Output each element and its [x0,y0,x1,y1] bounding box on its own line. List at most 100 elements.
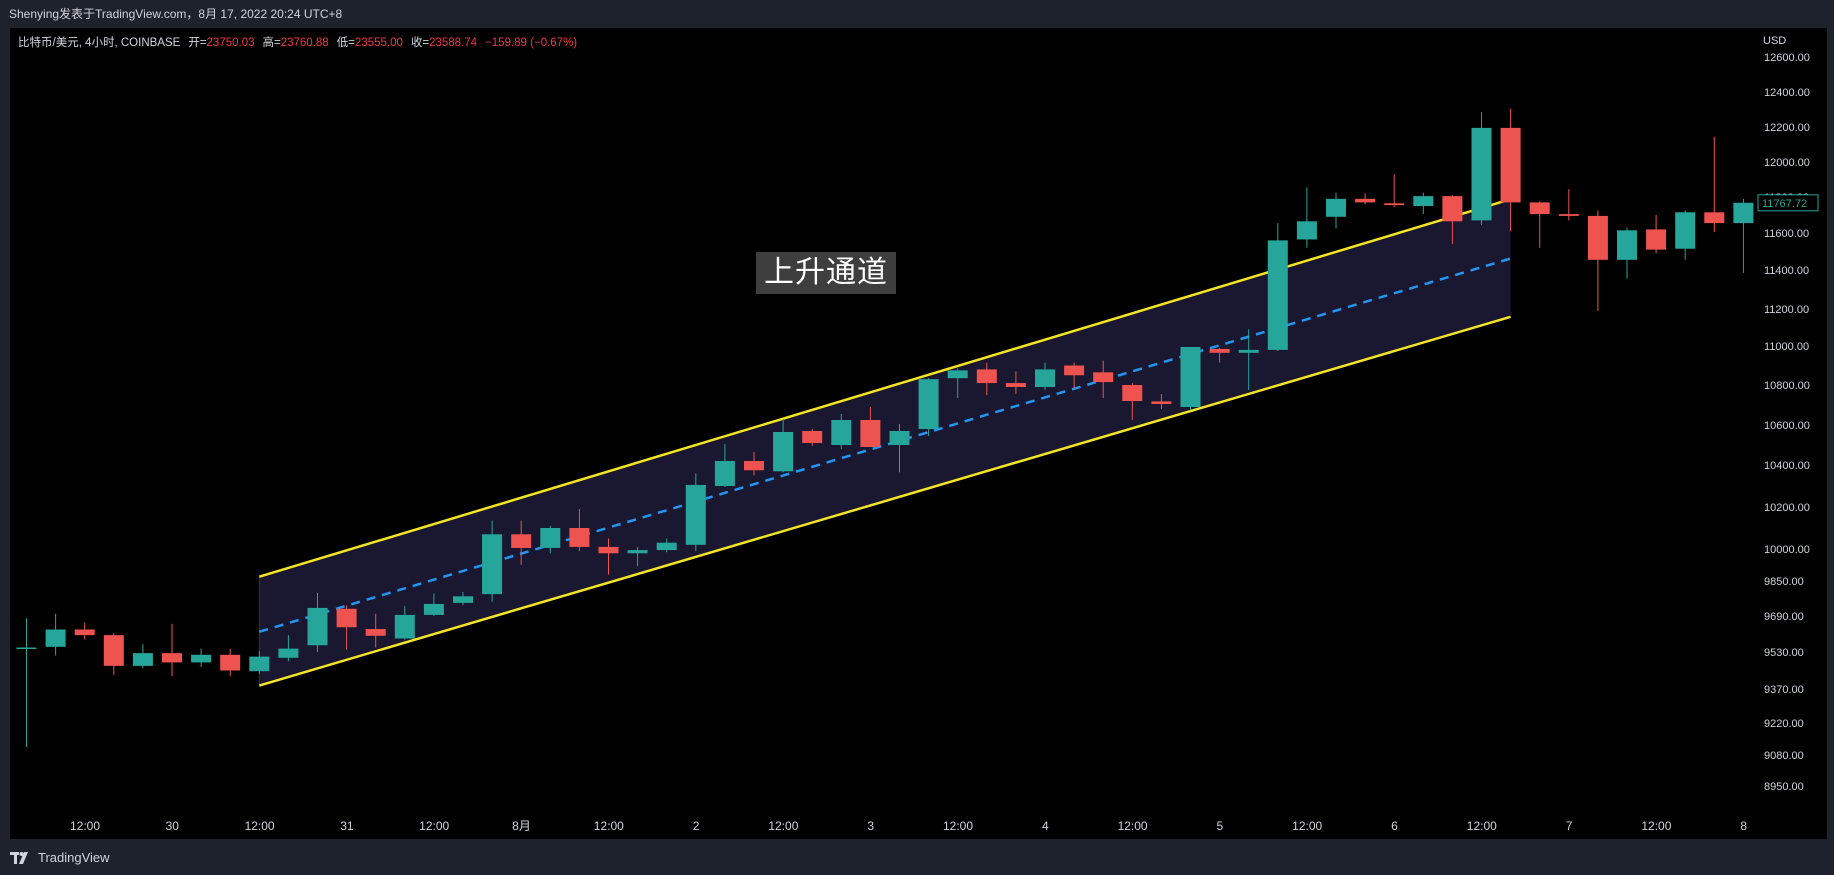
candle-body [278,648,299,658]
candle-body [423,603,444,615]
candle-body [1151,401,1172,404]
candle-body [1617,230,1637,260]
price-tick-label: 10600.00 [1764,420,1810,432]
time-tick-label: 12:00 [1467,819,1497,833]
price-tick-label: 11600.00 [1764,228,1809,240]
candle-body [947,370,968,379]
candle-body [1675,212,1696,249]
candle [423,593,444,616]
candle-body [714,461,735,486]
brand-name[interactable]: TradingView [38,850,110,865]
low-label: 低= [336,37,355,49]
high-label: 高= [262,37,281,49]
price-tick-label: 10800.00 [1764,380,1810,392]
candle-body [1209,348,1230,353]
price-axis: 12600.0012400.0012200.0012000.0011800.00… [1757,52,1819,793]
time-tick-label: 12:00 [70,819,100,833]
candle-body [1646,229,1667,250]
candle [598,538,619,575]
candle-body [511,534,532,548]
open-label: 开= [188,37,207,49]
candle-body [74,629,95,636]
candle-body [1180,346,1201,407]
candle [1529,201,1550,248]
candle-body [1035,369,1055,387]
candle-body [802,431,823,443]
candle [1296,187,1317,248]
time-tick-label: 8 [1740,819,1747,833]
candle [132,644,153,669]
time-tick-label: 7 [1566,819,1573,833]
candle [1500,108,1521,232]
candle-body [744,461,764,471]
change-value: −159.89 (−0.67%) [485,37,578,49]
candle [1093,360,1114,398]
footer: TradingView [0,840,1834,875]
candle-body [1587,215,1608,260]
candle-body [482,534,503,595]
time-tick-label: 2 [693,819,700,833]
candle [773,419,794,473]
price-tick-label: 9690.00 [1764,611,1804,623]
price-tick-label: 10400.00 [1764,460,1810,472]
price-tick-label: 9080.00 [1764,750,1804,762]
price-tick-label: 10000.00 [1764,544,1810,556]
candle-body [1296,221,1317,240]
candle-body [685,484,706,545]
candle-body [540,528,561,548]
candle [802,429,823,446]
candle-body [569,528,590,547]
candle [1587,210,1608,311]
candle-body [1558,214,1579,216]
candle-body [1704,212,1725,224]
candle-body [1413,196,1434,206]
candle [1617,227,1637,279]
candle-body [394,614,415,639]
candle-body [1326,198,1346,217]
candle [16,618,37,747]
candle-body [162,653,182,663]
close-value: 23588.74 [429,37,478,49]
candle [976,362,997,395]
candle-body [1355,198,1376,203]
candle [1005,371,1026,394]
price-tick-label: 8950.00 [1764,781,1804,793]
candles [16,108,1754,747]
price-tick-label: 11400.00 [1764,265,1809,277]
time-tick-label: 31 [340,819,354,833]
candle [889,424,910,473]
candle-body [1471,127,1492,221]
candle [1267,223,1288,351]
price-tick-label: 12600.00 [1764,52,1810,64]
candle [511,520,532,565]
candle-body [773,432,794,472]
last-price-box [1757,194,1819,212]
candle-body [1442,196,1463,222]
candle [1442,195,1463,245]
tradingview-logo-icon[interactable] [10,851,32,865]
time-tick-label: 5 [1217,819,1224,833]
channel-lower-line [258,315,1511,687]
candle [278,635,299,662]
channel-annotation[interactable]: 上升通道 [756,252,896,294]
candle-body [1005,383,1026,387]
candlestick-chart: 12600.0012400.0012200.0012000.0011800.00… [16,35,1819,833]
candle [569,509,590,552]
candle-body [831,420,852,445]
high-value: 23760.88 [280,37,329,49]
time-tick-label: 30 [166,819,180,833]
candle [482,520,503,602]
candle [1675,210,1696,260]
candle [220,648,241,677]
candle [1733,198,1754,273]
candle [1151,394,1172,409]
chart-header: Shenying发表于TradingView.com，8月 17, 2022 2… [0,0,1834,28]
candle-body [1529,202,1550,215]
price-tick-label: 9530.00 [1764,647,1804,659]
candle [918,378,939,436]
time-tick-label: 12:00 [245,819,275,833]
candle [860,407,881,447]
candle-body [1064,365,1085,376]
chart-area[interactable]: 12600.0012400.0012200.0012000.0011800.00… [10,28,1827,839]
candle-body [889,431,910,445]
